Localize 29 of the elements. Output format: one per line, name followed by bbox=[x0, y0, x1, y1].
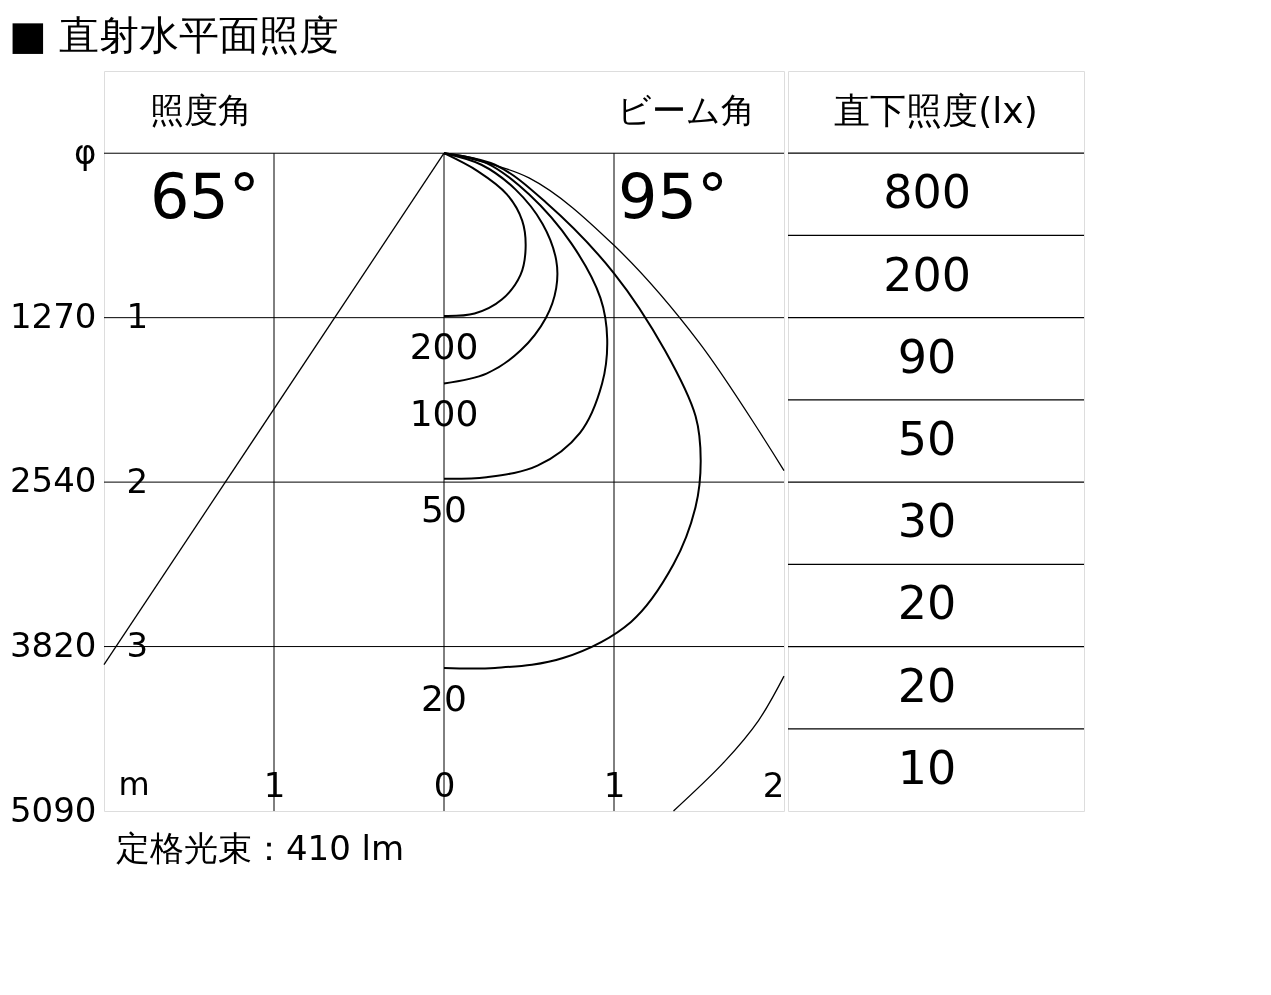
data-label: 20 bbox=[897, 576, 957, 631]
x-tick-label: 2 bbox=[762, 764, 785, 805]
text: 直下照度(lx) bbox=[834, 90, 1038, 132]
data-label: 50 bbox=[897, 412, 957, 466]
y2-tick-label: φ bbox=[74, 131, 97, 172]
data-label: 90 bbox=[897, 329, 957, 384]
annotation: 照度角 bbox=[149, 90, 252, 131]
y2-tick-label: 1270 bbox=[9, 295, 97, 336]
data-label: 10 bbox=[897, 740, 957, 795]
series-label: 200 bbox=[409, 326, 479, 368]
data-label: 20 bbox=[897, 658, 957, 713]
annotation: 65° bbox=[149, 160, 260, 234]
series-label: 100 bbox=[409, 393, 479, 435]
y2-tick-label: 5090 bbox=[9, 789, 97, 830]
y2-tick-label: 3820 bbox=[9, 625, 97, 666]
data-label: 200 bbox=[883, 247, 972, 302]
data-label: 30 bbox=[897, 494, 957, 549]
x-tick-label: 0 bbox=[433, 764, 456, 805]
x-tick-label: 1 bbox=[263, 764, 286, 805]
text: 定格光束：410 lm bbox=[115, 828, 405, 869]
chart-title: ■ 直射水平面照度 bbox=[8, 11, 340, 58]
y2-tick-label: 2540 bbox=[9, 459, 97, 500]
annotation: ビーム角 bbox=[617, 90, 756, 131]
annotation: 95° bbox=[617, 160, 728, 234]
data-label: 800 bbox=[883, 165, 972, 220]
series-label: 50 bbox=[421, 488, 467, 530]
x-axis-title: m bbox=[118, 764, 150, 803]
x-tick-label: 1 bbox=[603, 764, 626, 805]
series-label: 20 bbox=[421, 677, 467, 719]
